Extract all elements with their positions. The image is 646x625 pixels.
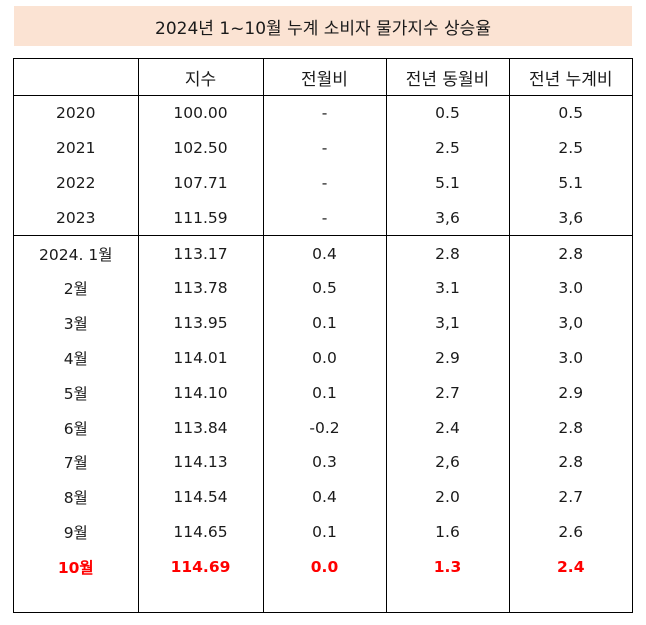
index-cell: 102.50 (137, 130, 263, 166)
period-cell: 2022 (56, 173, 96, 192)
index-cell: 111.59 (137, 200, 263, 236)
ytd-cell: 2.8 (508, 235, 632, 271)
index-cell: 114.10 (137, 375, 263, 411)
filler-row (14, 584, 632, 612)
mom-cell: 0.4 (262, 235, 386, 271)
ytd-cell: 2.7 (508, 479, 632, 515)
ytd-cell: 0.5 (508, 95, 632, 131)
yoy-cell: 3.1 (385, 270, 509, 306)
index-cell: 114.01 (137, 340, 263, 376)
table-row: 3월 113.95 0.1 3,1 3,0 (14, 305, 632, 341)
index-cell: 114.69 (137, 549, 263, 585)
ytd-cell: 2.4 (508, 549, 632, 585)
cpi-table-container: 지수 전월비 전년 동월비 전년 누계비 2020 100.00-0.5 0.5 20… (13, 58, 633, 613)
header-period (14, 59, 138, 96)
yoy-cell: 5.1 (385, 165, 509, 201)
period-cell: 2021 (56, 139, 96, 158)
index-cell: 113.17 (137, 235, 263, 271)
mom-cell: 0.3 (262, 444, 386, 480)
table-row: 10월 114.69 0.0 1.3 2.4 (14, 549, 632, 585)
yoy-cell: 3,6 (385, 200, 509, 236)
yoy-cell: 2.9 (385, 340, 509, 376)
yoy-cell: 2,6 (385, 444, 509, 480)
index-cell: 107.71 (137, 165, 263, 201)
period-cell: 4월 (63, 349, 88, 368)
yoy-cell: 3,1 (385, 305, 509, 341)
yoy-cell: 0.5 (385, 95, 509, 131)
ytd-cell: 2.9 (508, 375, 632, 411)
ytd-cell: 2.8 (508, 410, 632, 445)
table-row: 5월 114.10 0.1 2.7 2.9 (14, 375, 632, 411)
ytd-cell: 5.1 (508, 165, 632, 201)
table-row: 2023 111.59-3,6 3,6 (14, 200, 632, 236)
yoy-cell: 1.3 (385, 549, 509, 585)
mom-cell: 0.4 (262, 479, 386, 515)
table-row: 4월 114.01 0.0 2.9 3.0 (14, 340, 632, 376)
mom-cell: 0.1 (262, 375, 386, 411)
ytd-cell: 2.5 (508, 130, 632, 166)
yoy-cell: 2.4 (385, 410, 509, 445)
period-cell: 2023 (56, 208, 96, 227)
ytd-cell: 3,6 (508, 200, 632, 236)
index-cell: 114.54 (137, 479, 263, 515)
ytd-cell: 3,0 (508, 305, 632, 341)
table-row: 2022 107.71-5.1 5.1 (14, 165, 632, 201)
mom-cell: 0.1 (262, 514, 386, 550)
header-mom: 전월비 (262, 59, 386, 96)
ytd-cell: 2.8 (508, 444, 632, 480)
period-cell: 9월 (63, 523, 88, 542)
header-ytd: 전년 누계비 (508, 59, 632, 96)
yoy-cell: 2.7 (385, 375, 509, 411)
empty-cell (262, 584, 386, 612)
period-cell: 10월 (57, 558, 94, 577)
table-row: 2020 100.00-0.5 0.5 (14, 95, 632, 131)
table-row: 2월 113.78 0.5 3.1 3.0 (14, 270, 632, 306)
header-index: 지수 (137, 59, 263, 96)
index-cell: 114.65 (137, 514, 263, 550)
mom-cell: - (262, 165, 386, 201)
mom-cell: - (262, 200, 386, 236)
mom-cell: 0.0 (262, 549, 386, 585)
yoy-cell: 2.0 (385, 479, 509, 515)
empty-cell (508, 584, 632, 612)
empty-cell (14, 584, 138, 612)
table-row: 2024. 1월 113.17 0.4 2.8 2.8 (14, 235, 632, 271)
ytd-cell: 3.0 (508, 270, 632, 306)
empty-cell (137, 584, 263, 612)
table-row: 9월 114.65 0.1 1.6 2.6 (14, 514, 632, 550)
table-row: 7월 114.13 0.3 2,6 2.8 (14, 444, 632, 480)
cpi-table: 지수 전월비 전년 동월비 전년 누계비 2020 100.00-0.5 0.5 20… (14, 59, 632, 612)
yoy-cell: 1.6 (385, 514, 509, 550)
mom-cell: -0.2 (262, 410, 386, 445)
yoy-cell: 2.5 (385, 130, 509, 166)
period-cell: 5월 (63, 384, 88, 403)
ytd-cell: 3.0 (508, 340, 632, 376)
ytd-cell: 2.6 (508, 514, 632, 550)
header-row: 지수 전월비 전년 동월비 전년 누계비 (14, 59, 632, 96)
mom-cell: 0.0 (262, 340, 386, 376)
period-cell: 2월 (63, 280, 88, 299)
index-cell: 113.84 (137, 410, 263, 445)
period-cell: 2020 (56, 104, 96, 123)
index-cell: 100.00 (137, 95, 263, 131)
yoy-cell: 2.8 (385, 235, 509, 271)
table-row: 6월 113.84 -0.2 2.4 2.8 (14, 410, 632, 445)
table-title: 2024년 1~10월 누계 소비자 물가지수 상승율 (14, 6, 632, 46)
period-cell: 6월 (63, 419, 88, 438)
index-cell: 113.78 (137, 270, 263, 306)
empty-cell (385, 584, 509, 612)
mom-cell: 0.5 (262, 270, 386, 306)
header-yoy: 전년 동월비 (385, 59, 509, 96)
table-row: 2021 102.50-2.5 2.5 (14, 130, 632, 166)
table-row: 8월 114.54 0.4 2.0 2.7 (14, 479, 632, 515)
mom-cell: - (262, 95, 386, 131)
period-cell: 2024. 1월 (14, 235, 138, 271)
period-cell: 7월 (63, 454, 88, 473)
mom-cell: - (262, 130, 386, 166)
period-cell: 3월 (63, 315, 88, 334)
index-cell: 113.95 (137, 305, 263, 341)
period-cell: 8월 (63, 489, 88, 508)
mom-cell: 0.1 (262, 305, 386, 341)
index-cell: 114.13 (137, 444, 263, 480)
